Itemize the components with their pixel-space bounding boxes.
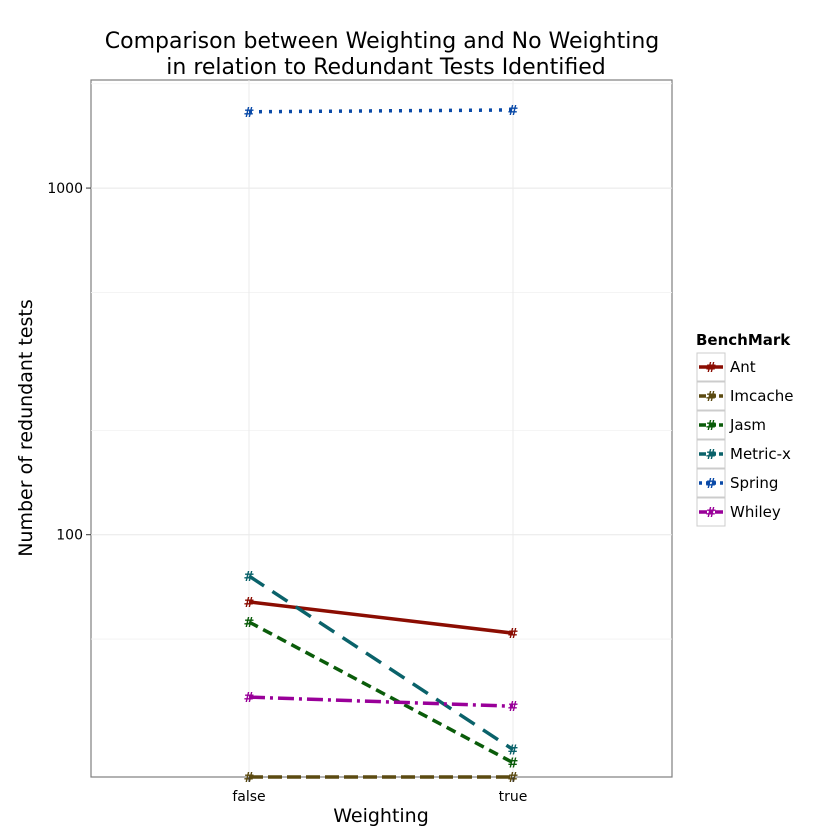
x-tick-label-false: false [232,789,265,805]
y-axis-title: Number of redundant tests [15,299,37,557]
series-line-metric-x [248,574,514,752]
legend-key-marker-imcache: # [706,390,717,405]
y-tick-label-1: 1000 [47,181,83,197]
chart-title-line-2: in relation to Redundant Tests Identifie… [166,55,605,80]
series-line-ant [248,600,514,635]
legend-label-imcache: Imcache [730,387,793,405]
series-point-ant-true: # [508,627,519,642]
legend-label-jasm: Jasm [729,416,766,434]
legend-key-marker-spring: # [706,477,717,492]
legend-label-ant: Ant [730,358,756,376]
x-axis-title: Weighting [333,805,429,827]
series-point-jasm-false: # [244,616,255,631]
grid-lines [91,80,672,777]
legend-key-marker-metric-x: # [706,448,717,463]
series-line-spring [248,108,514,114]
series-point-metric-x-true: # [508,744,519,759]
y-tick-label-0: 100 [56,528,83,544]
chart-title-line-1: Comparison between Weighting and No Weig… [105,29,659,54]
series-line-whiley [248,695,514,708]
legend: BenchMark # Ant # Imcache # Jasm # Metric-x # Spr… [696,331,793,527]
legend-label-metric-x: Metric-x [730,445,791,463]
series-line-jasm [248,620,514,765]
series-point-whiley-true: # [508,700,519,715]
series-layer: ### ###### ### [244,104,519,786]
axes: 100 1000 false true [47,181,527,805]
series-point-jasm-true: # [508,757,519,772]
legend-label-spring: Spring [730,474,778,492]
series-point-metric-x-false: # [244,570,255,585]
legend-key-marker-jasm: # [706,419,717,434]
legend-key-marker-whiley: # [706,506,717,521]
legend-title: BenchMark [696,331,791,349]
x-tick-label-true: true [499,789,528,805]
series-point-ant-false: # [244,596,255,611]
series-point-spring-false: # [244,106,255,121]
legend-key-marker-ant: # [706,361,717,376]
legend-label-whiley: Whiley [730,503,781,521]
plot-panel [90,79,673,778]
series-point-spring-true: # [508,104,519,119]
series-point-whiley-false: # [244,691,255,706]
